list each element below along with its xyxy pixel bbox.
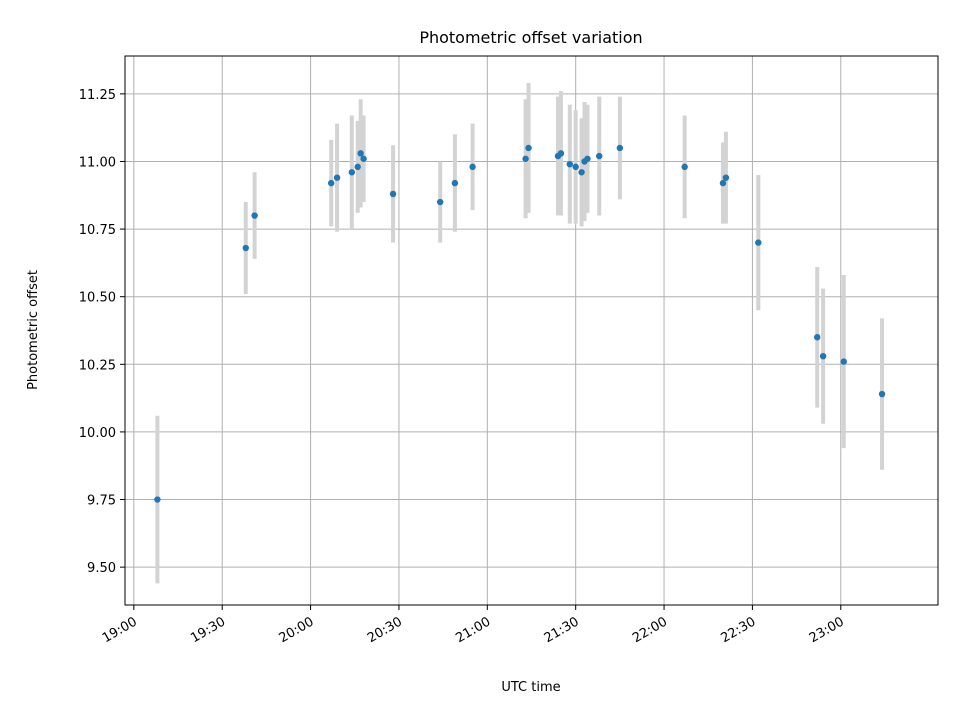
y-axis-ticks: 9.50 9.75 10.00 10.25 10.50 10.75 11.00 11.25: [79, 88, 125, 576]
y-tick-label: 10.50: [79, 291, 116, 306]
y-tick-label: 10.25: [79, 358, 116, 373]
data-point: [451, 179, 459, 187]
data-point: [154, 496, 161, 503]
data-point: [596, 152, 603, 160]
data-points: [154, 144, 886, 503]
grid: [125, 56, 938, 605]
data-point: [525, 144, 532, 152]
y-tick-label: 9.50: [87, 561, 116, 576]
data-point: [436, 198, 444, 206]
data-point: [242, 244, 249, 252]
data-point: [389, 190, 397, 198]
data-point: [719, 179, 727, 187]
data-point: [251, 212, 258, 219]
data-point: [681, 163, 688, 171]
data-point: [557, 150, 565, 157]
data-point: [348, 169, 356, 176]
data-point: [327, 179, 335, 187]
data-point: [878, 390, 886, 398]
y-tick-label: 11.00: [79, 155, 116, 170]
data-point: [819, 352, 827, 360]
data-point: [354, 163, 361, 171]
data-point: [814, 334, 821, 341]
y-tick-label: 9.75: [87, 494, 116, 509]
data-point: [333, 174, 341, 181]
data-point: [616, 144, 624, 152]
data-point: [722, 174, 730, 181]
data-point: [755, 239, 762, 246]
data-point: [566, 160, 573, 168]
y-axis-label: Photometric offset: [26, 270, 41, 390]
data-point: [522, 155, 529, 162]
y-tick-label: 10.75: [79, 223, 116, 238]
chart-title: Photometric offset variation: [419, 28, 642, 47]
data-point: [584, 155, 591, 162]
data-point: [578, 169, 585, 176]
data-point: [360, 155, 367, 162]
plot-area-frame: [124, 55, 939, 606]
data-point: [840, 358, 847, 365]
x-axis-label: UTC time: [501, 680, 560, 695]
y-tick-label: 10.00: [79, 426, 116, 441]
data-point: [572, 163, 579, 171]
y-tick-label: 11.25: [79, 88, 116, 103]
data-point: [357, 150, 364, 157]
data-point: [469, 163, 476, 171]
